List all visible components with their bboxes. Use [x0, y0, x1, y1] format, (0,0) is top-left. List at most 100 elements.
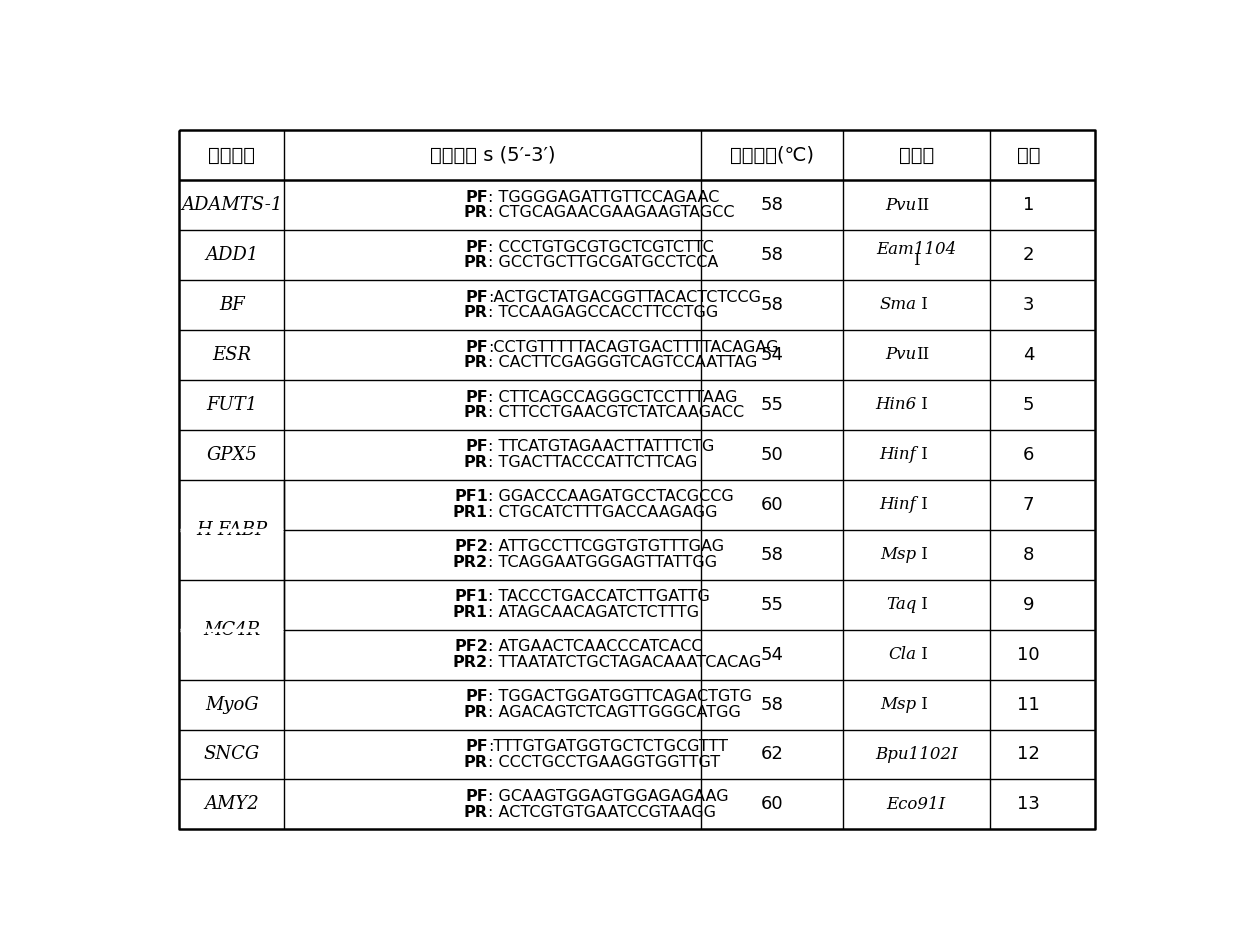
Text: PR: PR — [464, 256, 487, 270]
Text: 退火温度(℃): 退火温度(℃) — [730, 145, 813, 164]
Text: 引物序列 s (5′-3′): 引物序列 s (5′-3′) — [430, 145, 556, 164]
Text: 55: 55 — [760, 396, 784, 414]
Text: PF: PF — [465, 239, 487, 255]
Text: 基因名称: 基因名称 — [208, 145, 255, 164]
Text: PF: PF — [465, 290, 487, 305]
Text: PF: PF — [465, 690, 487, 704]
Text: Pvu: Pvu — [885, 347, 916, 363]
Text: : CCCTGTGCGTGCTCGTCTTC: : CCCTGTGCGTGCTCGTCTTC — [487, 239, 714, 255]
Text: 1: 1 — [1023, 196, 1034, 214]
Text: : ATAGCAACAGATCTCTTTG: : ATAGCAACAGATCTCTTTG — [487, 605, 699, 620]
Text: I: I — [916, 396, 929, 413]
Text: PR2: PR2 — [453, 555, 487, 570]
Text: : CTGCAGAACGAAGAAGTAGCC: : CTGCAGAACGAAGAAGTAGCC — [487, 205, 734, 220]
Text: : GGACCCAAGATGCCTACGCCG: : GGACCCAAGATGCCTACGCCG — [487, 489, 734, 504]
Text: : CTGCATCTTTGACCAAGAGG: : CTGCATCTTTGACCAAGAGG — [487, 505, 718, 520]
Text: 13: 13 — [1017, 795, 1040, 813]
Text: GPX5: GPX5 — [206, 446, 257, 464]
Text: AMY2: AMY2 — [205, 795, 259, 813]
Text: PR2: PR2 — [453, 655, 487, 670]
Text: PR: PR — [464, 305, 487, 320]
Text: I: I — [916, 696, 929, 713]
Text: : CTTCCTGAACGTCTATCAAGACC: : CTTCCTGAACGTCTATCAAGACC — [487, 405, 744, 420]
Text: 4: 4 — [1023, 346, 1034, 364]
Text: II: II — [916, 347, 930, 363]
Text: : GCAAGTGGAGTGGAGAGAAG: : GCAAGTGGAGTGGAGAGAAG — [487, 789, 729, 804]
Text: Msp: Msp — [880, 696, 916, 713]
Text: 9: 9 — [1023, 596, 1034, 614]
Text: PR: PR — [464, 754, 487, 770]
Text: MyoG: MyoG — [205, 695, 259, 713]
Text: 55: 55 — [760, 596, 784, 614]
Text: : CCCTGCCTGAAGGTGGTTGT: : CCCTGCCTGAAGGTGGTTGT — [487, 754, 720, 770]
Text: 2: 2 — [1023, 246, 1034, 264]
Text: 60: 60 — [760, 795, 784, 813]
Text: 58: 58 — [760, 695, 784, 713]
Text: 50: 50 — [760, 446, 784, 464]
Text: 11: 11 — [1017, 695, 1040, 713]
Text: : TGGGGAGATTGTTCCAGAAC: : TGGGGAGATTGTTCCAGAAC — [487, 190, 719, 205]
Text: PR: PR — [464, 455, 487, 470]
Text: 位点: 位点 — [1017, 145, 1040, 164]
Text: PF: PF — [465, 440, 487, 454]
Text: PR: PR — [464, 355, 487, 370]
Text: 58: 58 — [760, 196, 784, 214]
Text: 3: 3 — [1023, 295, 1034, 314]
Text: : TGACTTACCCATTCTTCAG: : TGACTTACCCATTCTTCAG — [487, 455, 697, 470]
Text: Eco91I: Eco91I — [887, 796, 946, 813]
Text: II: II — [916, 197, 930, 214]
Text: 12: 12 — [1017, 746, 1040, 764]
Text: I: I — [916, 296, 929, 314]
Text: : ATTGCCTTCGGTGTGTTTGAG: : ATTGCCTTCGGTGTGTTTGAG — [487, 540, 724, 555]
Text: Bpu1102I: Bpu1102I — [875, 746, 957, 763]
Text: Eam1104: Eam1104 — [877, 240, 956, 257]
Text: 54: 54 — [760, 646, 784, 664]
Text: PF: PF — [465, 390, 487, 405]
Text: PF2: PF2 — [454, 540, 487, 555]
Text: :ACTGCTATGACGGTTACACTCTCCG: :ACTGCTATGACGGTTACACTCTCCG — [487, 290, 761, 305]
Text: 内切酶: 内切酶 — [899, 145, 934, 164]
Text: PF: PF — [465, 789, 487, 804]
Text: : AGACAGTCTCAGTTGGGCATGG: : AGACAGTCTCAGTTGGGCATGG — [487, 705, 740, 720]
Text: PF2: PF2 — [454, 639, 487, 655]
Text: : TCAGGAATGGGAGTTATTGG: : TCAGGAATGGGAGTTATTGG — [487, 555, 717, 570]
Text: I: I — [916, 646, 929, 663]
Text: I: I — [913, 252, 920, 269]
Text: PF: PF — [465, 190, 487, 205]
Text: SNCG: SNCG — [203, 746, 260, 764]
Text: 54: 54 — [760, 346, 784, 364]
Text: 58: 58 — [760, 295, 784, 314]
Text: :CCTGTTTTTACAGTGACTTTTACAGAG: :CCTGTTTTTACAGTGACTTTTACAGAG — [487, 339, 779, 354]
Text: PR: PR — [464, 705, 487, 720]
Text: Hinf: Hinf — [879, 446, 916, 464]
Text: I: I — [916, 496, 929, 513]
Text: Msp: Msp — [880, 546, 916, 563]
Text: : TACCCTGACCATCTTGATTG: : TACCCTGACCATCTTGATTG — [487, 589, 709, 604]
Text: 58: 58 — [760, 545, 784, 563]
Text: 6: 6 — [1023, 446, 1034, 464]
Text: 58: 58 — [760, 246, 784, 264]
Text: BF: BF — [218, 295, 244, 314]
Text: H-FABP: H-FABP — [196, 521, 268, 539]
Text: 7: 7 — [1023, 496, 1034, 514]
Text: Taq: Taq — [885, 597, 916, 613]
Text: : ATGAACTCAACCCATCACC: : ATGAACTCAACCCATCACC — [487, 639, 702, 655]
Text: PR: PR — [464, 805, 487, 820]
Text: Sma: Sma — [879, 296, 916, 314]
Text: PR1: PR1 — [453, 605, 487, 620]
Text: ESR: ESR — [212, 346, 252, 364]
Text: MC4R: MC4R — [203, 620, 260, 638]
Text: PR: PR — [464, 405, 487, 420]
Text: : ACTCGTGTGAATCCGTAAGG: : ACTCGTGTGAATCCGTAAGG — [487, 805, 715, 820]
Text: : CTTCAGCCAGGGCTCCTTTAAG: : CTTCAGCCAGGGCTCCTTTAAG — [487, 390, 738, 405]
Text: ADD1: ADD1 — [205, 246, 258, 264]
Text: PR: PR — [464, 205, 487, 220]
Text: : CACTTCGAGGGTCAGTCCAATTAG: : CACTTCGAGGGTCAGTCCAATTAG — [487, 355, 758, 370]
Text: : TTCATGTAGAACTTATTTCTG: : TTCATGTAGAACTTATTTCTG — [487, 440, 714, 454]
Text: : TGGACTGGATGGTTCAGACTGTG: : TGGACTGGATGGTTCAGACTGTG — [487, 690, 751, 704]
Text: PR1: PR1 — [453, 505, 487, 520]
Text: FUT1: FUT1 — [206, 396, 257, 414]
Text: : GCCTGCTTGCGATGCCTCCA: : GCCTGCTTGCGATGCCTCCA — [487, 256, 718, 270]
Text: 62: 62 — [760, 746, 784, 764]
Text: Hinf: Hinf — [879, 496, 916, 513]
